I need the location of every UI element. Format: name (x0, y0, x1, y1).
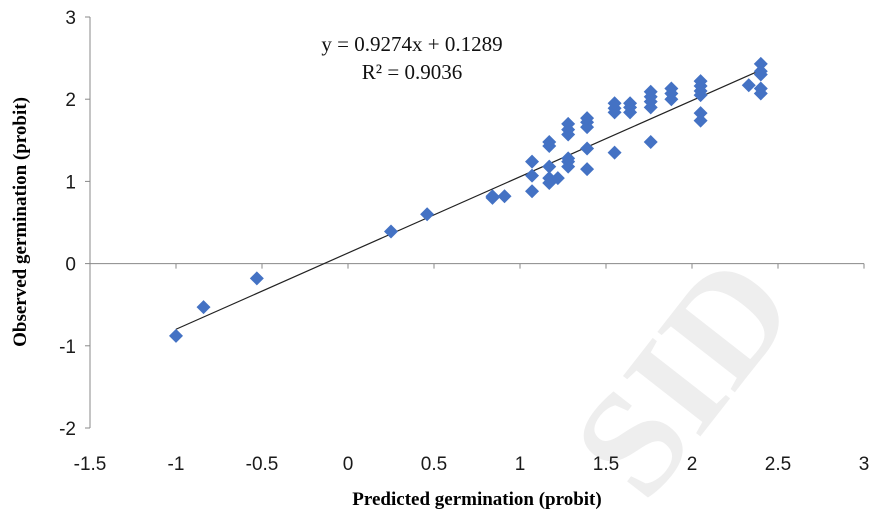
data-point (643, 134, 658, 149)
x-tick-label: 3 (859, 454, 870, 475)
data-point (693, 106, 708, 121)
data-point (169, 328, 183, 343)
y-axis-title: Observed germination (probit) (10, 97, 31, 347)
data-point (580, 162, 595, 177)
x-tick-label: -1 (168, 454, 185, 475)
y-tick-label: 0 (65, 255, 76, 276)
data-points (169, 56, 768, 343)
regression-equation: y = 0.9274x + 0.1289 (321, 32, 502, 56)
x-tick-label: 2 (687, 454, 698, 475)
y-tick-label: 2 (65, 90, 76, 111)
y-tick-label: 3 (65, 8, 76, 29)
data-point (525, 168, 540, 183)
data-point (384, 224, 398, 239)
x-tick-label: 1 (515, 454, 526, 475)
data-point (753, 64, 768, 79)
data-point (550, 171, 565, 186)
data-point (561, 151, 576, 166)
data-point (753, 81, 768, 96)
y-axis-ticks: -2 -1 0 1 2 3 (59, 8, 90, 440)
x-axis-ticks: -1.5 -1 -0.5 0 0.5 1 1.5 2 2.5 3 (74, 263, 870, 475)
data-point (542, 159, 557, 174)
x-tick-label: 0.5 (421, 454, 447, 475)
data-point (497, 189, 512, 204)
x-tick-label: 2.5 (765, 454, 791, 475)
data-point (525, 184, 540, 199)
data-point (580, 111, 595, 126)
data-point (196, 300, 211, 315)
x-axis-title: Predicted germination (probit) (352, 489, 601, 510)
x-tick-label: -0.5 (246, 454, 279, 475)
data-point (420, 207, 435, 222)
data-point (525, 154, 540, 169)
data-point (561, 116, 576, 131)
data-point (693, 113, 708, 128)
plot-area: -1.5 -1 -0.5 0 0.5 1 1.5 2 2.5 3 -2 -1 0 1 2 3 (59, 8, 869, 475)
data-point (643, 84, 658, 99)
x-tick-label: 0 (343, 454, 354, 475)
data-point (623, 96, 638, 111)
data-point (580, 141, 595, 156)
y-tick-label: 1 (65, 172, 76, 193)
data-point (607, 96, 622, 111)
data-point (485, 189, 500, 204)
y-tick-label: -1 (59, 337, 76, 358)
trendline (175, 69, 762, 330)
r-squared-label: R² = 0.9036 (362, 60, 462, 84)
x-tick-label: -1.5 (74, 454, 107, 475)
data-point (607, 145, 622, 160)
data-point (664, 81, 679, 96)
data-point (741, 78, 756, 93)
data-point (753, 56, 768, 71)
data-point (542, 171, 557, 186)
data-point (542, 134, 557, 149)
data-point (249, 271, 264, 286)
data-point (693, 74, 708, 89)
y-tick-label: -2 (59, 419, 76, 440)
x-tick-label: 1.5 (593, 454, 619, 475)
